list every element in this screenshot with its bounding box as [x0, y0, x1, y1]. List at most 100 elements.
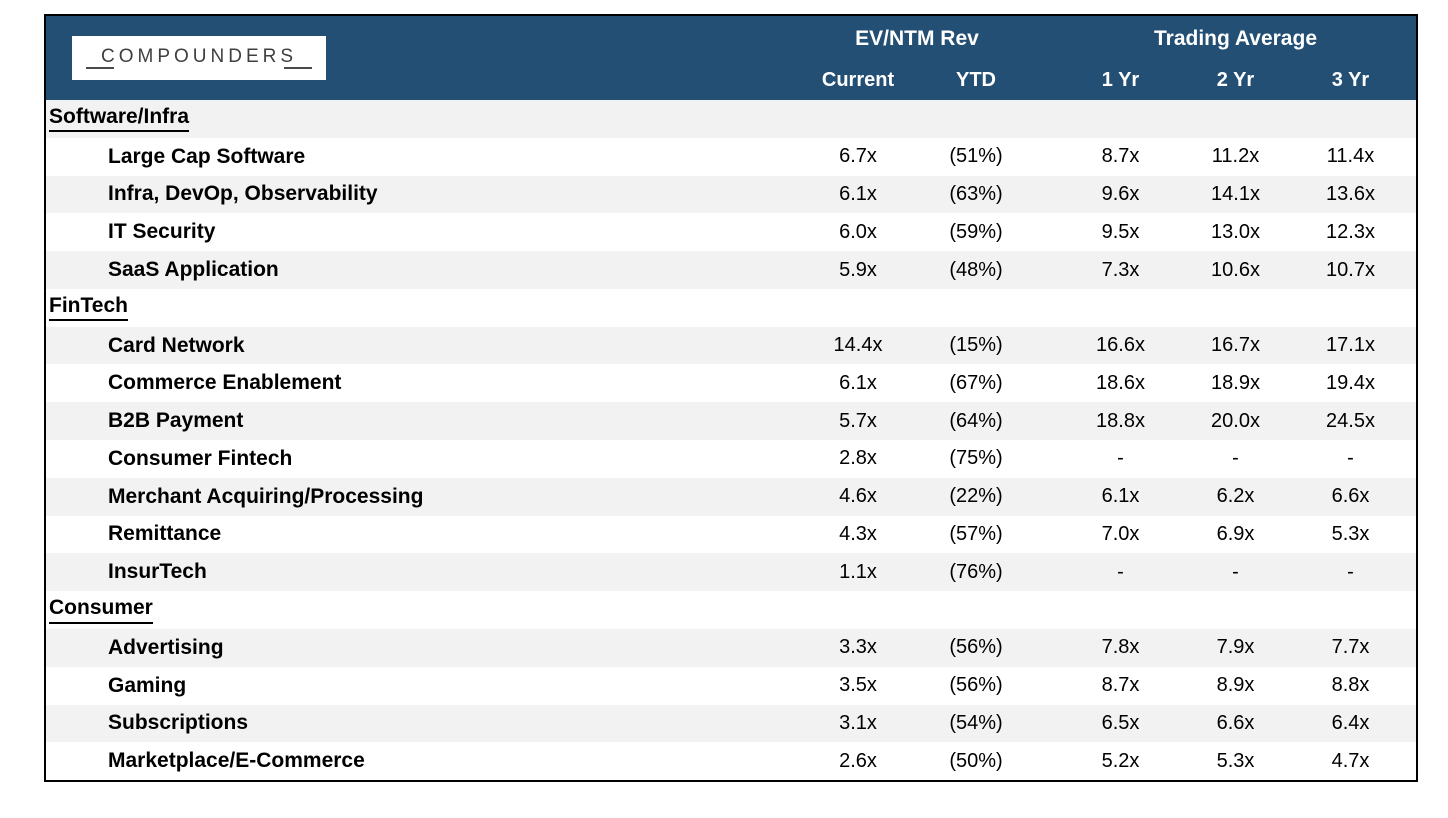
cell-ytd: (50%) [949, 749, 1003, 772]
cell-3yr: 13.6x [1326, 182, 1375, 205]
cell-2yr: 5.3x [1216, 749, 1255, 772]
table-row: InsurTech 1.1x (76%) - - - [46, 553, 1416, 592]
cell-1yr: 18.8x [1096, 409, 1145, 432]
cell-2yr: 7.9x [1216, 636, 1255, 659]
cell-ytd: (54%) [949, 711, 1003, 734]
cell-3yr: 6.4x [1331, 711, 1370, 734]
cell-1yr: 7.8x [1101, 636, 1140, 659]
row-label: Infra, DevOp, Observability [108, 182, 378, 206]
column-header-current: Current [821, 68, 895, 91]
row-label: Gaming [108, 673, 187, 697]
cell-2yr: 13.0x [1211, 220, 1260, 243]
cell-ytd: (56%) [949, 674, 1003, 697]
row-label: InsurTech [108, 560, 207, 584]
cell-ytd: (51%) [949, 145, 1003, 168]
cell-2yr: 6.2x [1216, 485, 1255, 508]
cell-current: 3.5x [839, 674, 877, 697]
cell-current: 6.1x [839, 371, 877, 394]
cell-1yr: 7.3x [1101, 258, 1140, 281]
section-label: Software/Infra [49, 105, 190, 133]
cell-current: 6.7x [839, 145, 877, 168]
cell-current: 5.9x [839, 258, 877, 281]
row-label: Subscriptions [108, 711, 249, 735]
cell-current: 1.1x [839, 560, 877, 583]
column-header-ytd: YTD [956, 68, 996, 91]
cell-1yr: 9.5x [1101, 220, 1140, 243]
cell-ytd: (59%) [949, 220, 1003, 243]
row-label: B2B Payment [108, 409, 244, 433]
logo-text: COMPOUNDERS [101, 45, 298, 67]
cell-1yr: 9.6x [1101, 182, 1140, 205]
cell-2yr: 14.1x [1211, 182, 1260, 205]
cell-current: 6.0x [839, 220, 877, 243]
section-label-cell: Consumer [46, 596, 799, 624]
cell-ytd: (76%) [949, 560, 1003, 583]
row-label: IT Security [108, 220, 216, 244]
cell-current: 6.1x [839, 182, 877, 205]
table-row: Marketplace/E-Commerce 2.6x (50%) 5.2x 5… [46, 742, 1416, 781]
column-header-1yr: 1 Yr [1101, 68, 1140, 91]
column-group-ev-ntm-rev: EV/NTM Rev [855, 27, 979, 50]
section-row: Consumer [46, 591, 1416, 629]
cell-ytd: (48%) [949, 258, 1003, 281]
section-row: Software/Infra [46, 100, 1416, 138]
cell-2yr: 6.6x [1216, 711, 1255, 734]
cell-3yr: - [1347, 560, 1354, 583]
table-row: Consumer Fintech 2.8x (75%) - - - [46, 440, 1416, 478]
cell-3yr: 8.8x [1331, 674, 1370, 697]
row-label: Advertising [108, 635, 224, 659]
table-row: Card Network 14.4x (15%) 16.6x 16.7x 17.… [46, 326, 1416, 365]
cell-ytd: (64%) [949, 409, 1003, 432]
cell-2yr: 18.9x [1211, 371, 1260, 394]
cell-1yr: 8.7x [1101, 674, 1140, 697]
cell-2yr: 8.9x [1216, 674, 1255, 697]
cell-2yr: - [1232, 447, 1239, 470]
cell-ytd: (67%) [949, 371, 1003, 394]
cell-3yr: 5.3x [1331, 522, 1370, 545]
row-label: Marketplace/E-Commerce [108, 749, 365, 773]
cell-ytd: (57%) [949, 522, 1003, 545]
cell-3yr: 4.7x [1331, 749, 1370, 772]
table-row: Remittance 4.3x (57%) 7.0x 6.9x 5.3x [46, 515, 1416, 554]
cell-1yr: 5.2x [1101, 749, 1140, 772]
table-row: SaaS Application 5.9x (48%) 7.3x 10.6x 1… [46, 251, 1416, 289]
row-label: SaaS Application [108, 258, 279, 282]
row-label: Remittance [108, 522, 222, 546]
section-row: FinTech [46, 288, 1416, 327]
table-row: Subscriptions 3.1x (54%) 6.5x 6.6x 6.4x [46, 704, 1416, 743]
cell-ytd: (75%) [949, 447, 1003, 470]
cell-3yr: 11.4x [1326, 145, 1375, 168]
cell-3yr: 24.5x [1326, 409, 1375, 432]
table-row: Gaming 3.5x (56%) 8.7x 8.9x 8.8x [46, 666, 1416, 705]
cell-3yr: 12.3x [1326, 220, 1375, 243]
cell-1yr: - [1117, 447, 1124, 470]
cell-current: 5.7x [839, 409, 877, 432]
cell-3yr: 10.7x [1326, 258, 1375, 281]
cell-3yr: - [1347, 447, 1354, 470]
cell-1yr: - [1117, 560, 1124, 583]
row-label: Merchant Acquiring/Processing [108, 484, 424, 508]
table-body: Software/Infra Large Cap Software 6.7x (… [46, 100, 1416, 781]
row-label: Large Cap Software [108, 144, 306, 168]
cell-ytd: (15%) [949, 334, 1003, 357]
cell-2yr: 10.6x [1211, 258, 1260, 281]
cell-ytd: (22%) [949, 485, 1003, 508]
row-label: Consumer Fintech [108, 446, 293, 470]
cell-1yr: 8.7x [1101, 145, 1140, 168]
section-label: FinTech [49, 294, 128, 322]
column-group-row: EV/NTM Rev Trading Average [46, 16, 1416, 60]
cell-2yr: 20.0x [1211, 409, 1260, 432]
cell-current: 4.3x [839, 522, 877, 545]
table-row: Infra, DevOp, Observability 6.1x (63%) 9… [46, 175, 1416, 214]
cell-1yr: 7.0x [1101, 522, 1140, 545]
column-group-trading-average: Trading Average [1154, 27, 1317, 50]
section-label-cell: FinTech [46, 294, 799, 322]
column-header-3yr: 3 Yr [1331, 68, 1370, 91]
cell-2yr: 11.2x [1211, 145, 1260, 168]
row-label: Commerce Enablement [108, 371, 342, 395]
cell-current: 3.1x [839, 711, 877, 734]
section-label-cell: Software/Infra [46, 105, 799, 133]
table-row: Large Cap Software 6.7x (51%) 8.7x 11.2x… [46, 137, 1416, 176]
cell-current: 3.3x [839, 636, 877, 659]
cell-current: 2.6x [839, 749, 877, 772]
